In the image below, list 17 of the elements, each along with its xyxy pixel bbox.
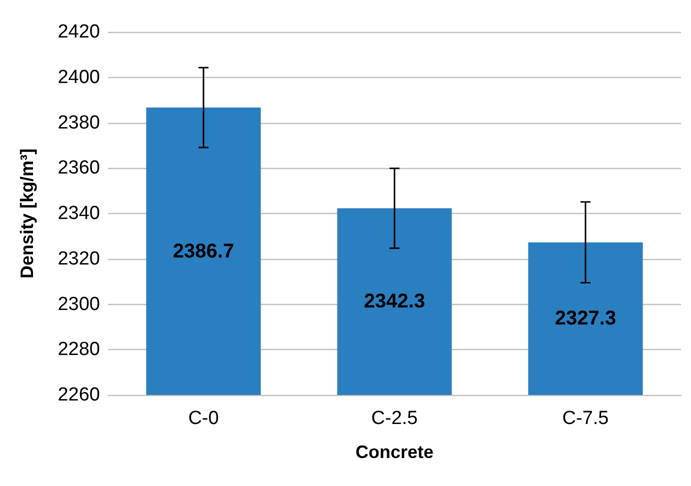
data-label: 2386.7 (172, 240, 234, 262)
y-tick-label: 2380 (58, 112, 100, 134)
y-tick-label: 2280 (58, 339, 100, 360)
data-label: 2327.3 (554, 308, 616, 330)
y-axis-title: Density [kg/m³] (17, 148, 37, 279)
x-tick-label: C-0 (188, 408, 219, 429)
y-tick-label: 2420 (58, 22, 100, 42)
x-axis-title: Concrete (355, 442, 434, 462)
y-tick-label: 2300 (58, 294, 100, 315)
x-tick-label: C-7.5 (562, 408, 609, 429)
y-tick-label: 2400 (58, 66, 100, 88)
x-tick-label: C-2.5 (371, 408, 418, 429)
data-label: 2342.3 (364, 290, 426, 313)
y-tick-label: 2360 (58, 158, 100, 179)
y-tick-label: 2320 (58, 248, 100, 270)
y-tick-label: 2340 (58, 203, 100, 224)
y-tick-label: 2260 (58, 384, 100, 406)
